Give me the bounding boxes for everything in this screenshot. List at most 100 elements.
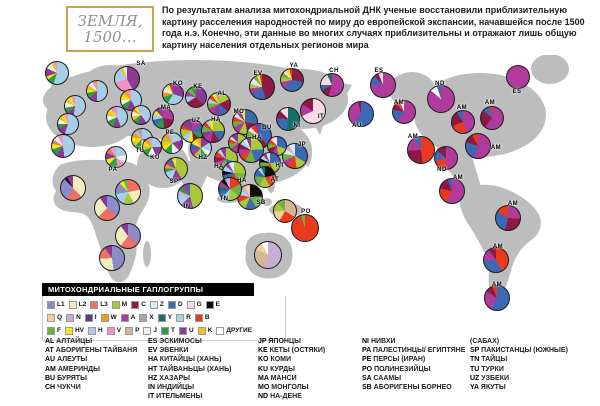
legend-item-P: P — [125, 326, 140, 335]
people-entry-JP: JP ЯПОНЦЫ — [258, 338, 301, 345]
landmass-australia — [245, 232, 293, 279]
landmass-sumatra — [217, 195, 239, 203]
legend-body: L1 L2 L3 M C Z D G E Q N I W A X Y R B F HV H V P J T U K ДРУГИЕ — [42, 296, 286, 341]
peoples-column-5: (САБАХ) SP ПАКИСТАНЦЫ (ЮЖНЫЕ) TN ТАЙЦЫ TU Т… — [470, 337, 592, 392]
peoples-column-1: AL АЛТАЙЦЫ AT АБОРИГЕНЫ ТАЙВАНЯ AU АЛЕУТЫ A… — [45, 337, 145, 392]
title-line-2: 1500… — [83, 28, 137, 46]
people-entry-ES: ES ЭСКИМОСЫ — [148, 338, 202, 345]
legend-label-U: U — [189, 327, 194, 334]
legend-label-ДРУГИЕ: ДРУГИЕ — [226, 327, 253, 334]
legend-label-B: B — [204, 314, 210, 321]
legend-row-3: F HV H V P J T U K ДРУГИЕ — [47, 324, 281, 337]
legend-item-K: K — [197, 326, 212, 335]
legend-label-C: C — [141, 301, 146, 308]
people-entry-HA: HA КИТАЙЦЫ (ХАНЬ) — [148, 356, 222, 364]
people-entry-PA: PA ПАЛЕСТИНЦЫ/ ЕГИПТЯНЕ — [362, 347, 466, 355]
legend-item-J: J — [143, 326, 157, 335]
legend-item-L3: L3 — [90, 300, 108, 309]
people-entry-TN: TN ТАЙЦЫ — [470, 356, 508, 364]
people-entry-HZ: HZ ХАЗАРЫ — [148, 374, 190, 382]
legend-header: МИТОХОНДРИАЛЬНЫЕ ГАПЛОГРУППЫ — [42, 283, 254, 296]
legend-swatch-H — [88, 326, 97, 335]
legend-swatch-B — [194, 313, 203, 322]
people-entry-SP: SP ПАКИСТАНЦЫ (ЮЖНЫЕ) — [470, 347, 568, 355]
legend-label-HV: HV — [74, 327, 85, 334]
legend-item-L1: L1 — [47, 300, 65, 309]
legend-label-Z: Z — [159, 301, 164, 308]
legend-label-V: V — [116, 327, 122, 334]
people-entry-MO: MO МОНГОЛЫ — [258, 384, 309, 392]
legend-item-W: W — [100, 313, 117, 322]
legend-swatch-N — [66, 313, 75, 322]
people-entry-PE: PE ПЕРСЫ (ИРАН) — [362, 356, 426, 364]
legend-swatch-C — [131, 300, 140, 309]
legend-item-Z: Z — [149, 300, 164, 309]
people-entry-KE: KE КЕТЫ (ОСТЯКИ) — [258, 347, 326, 355]
legend-item-M: M — [111, 300, 128, 309]
people-entry-PO: PO ПОЛИНЕЗИЙЦЫ — [362, 365, 431, 373]
legend-swatch-L3 — [90, 300, 99, 309]
people-entry-IT: IT ИТЕЛЬМЕНЫ — [148, 393, 203, 401]
legend-item-Q: Q — [47, 313, 63, 322]
legend-item-ДРУГИЕ: ДРУГИЕ — [216, 326, 253, 335]
legend-swatch-T — [161, 326, 170, 335]
legend-item-G: G — [186, 300, 202, 309]
people-entry-AU: AU АЛЕУТЫ — [45, 356, 88, 364]
people-entry-AL: AL АЛТАЙЦЫ — [45, 338, 93, 345]
people-entry-HT: HT ТАЙВАНЬЦЫ (ХАНЬ) — [148, 365, 232, 373]
title-line-1: ЗЕМЛЯ, — [77, 12, 143, 30]
legend-swatch-J — [143, 326, 152, 335]
peoples-list: AL АЛТАЙЦЫ AT АБОРИГЕНЫ ТАЙВАНЯ AU АЛЕУТЫ A… — [0, 337, 600, 406]
legend-item-T: T — [161, 326, 175, 335]
people-entry-SA: SA СААМЫ — [362, 374, 402, 382]
landmass-scandinavia — [86, 65, 134, 93]
legend-swatch-A — [120, 313, 129, 322]
legend-swatch-L2 — [68, 300, 77, 309]
legend-item-Y: Y — [157, 313, 172, 322]
legend-swatch-R — [176, 313, 185, 322]
legend-label-F: F — [57, 327, 61, 334]
landmass-greenland — [531, 55, 569, 84]
legend-swatch-Z — [149, 300, 158, 309]
legend-item-I: I — [84, 313, 97, 322]
legend-label-Q: Q — [57, 314, 63, 321]
legend-item-U: U — [179, 326, 194, 335]
peoples-column-4: NI НИВХИ PA ПАЛЕСТИНЦЫ/ ЕГИПТЯНЕ PE ПЕРСЫ … — [362, 337, 467, 392]
legend-swatch-D — [167, 300, 176, 309]
legend-item-C: C — [131, 300, 146, 309]
peoples-column-2: ES ЭСКИМОСЫ EV ЭВЕНКИ HA КИТАЙЦЫ (ХАНЬ) HT … — [148, 337, 256, 401]
legend-label-X: X — [149, 314, 154, 321]
people-entry-ND: ND НА-ДЕНЕ — [258, 393, 302, 401]
landmass-borneo — [243, 189, 261, 205]
legend-row-1: L1 L2 L3 M C Z D G E — [47, 298, 281, 311]
legend-item-E: E — [205, 300, 220, 309]
landmass-south-america — [459, 184, 541, 303]
legend-swatch-F — [47, 326, 55, 335]
legend-label-L2: L2 — [78, 301, 87, 308]
legend-item-F: F — [47, 326, 61, 335]
landmass-philippines — [267, 175, 275, 193]
legend-item-R: R — [176, 313, 191, 322]
people-entry-UZ: UZ УЗБЕКИ — [470, 374, 510, 382]
legend-item-D: D — [167, 300, 183, 309]
landmass-africa — [52, 159, 152, 283]
legend-item-A: A — [120, 313, 135, 322]
people-entry-KO: KO КОМИ — [258, 356, 292, 364]
legend-item-HV: HV — [64, 326, 85, 335]
people-entry-cont: (САБАХ) — [470, 338, 500, 345]
legend-item-N: N — [66, 313, 81, 322]
legend-label-M: M — [121, 301, 128, 308]
legend-swatch-G — [186, 300, 195, 309]
legend-label-I: I — [94, 314, 97, 321]
landmass-uk — [50, 81, 66, 101]
legend-label-H: H — [98, 327, 103, 334]
legend-label-P: P — [135, 327, 140, 334]
people-entry-KU: KU КУРДЫ — [258, 365, 295, 373]
legend-swatch-Q — [47, 313, 55, 322]
legend-swatch-L1 — [47, 300, 55, 309]
people-entry-BU: BU БУРЯТЫ — [45, 374, 87, 382]
legend-swatch-V — [106, 326, 115, 335]
legend-label-N: N — [76, 314, 81, 321]
haplogroup-legend: МИТОХОНДРИАЛЬНЫЕ ГАПЛОГРУППЫ L1 L2 L3 M C Z D G… — [42, 283, 286, 341]
legend-label-W: W — [110, 314, 117, 321]
